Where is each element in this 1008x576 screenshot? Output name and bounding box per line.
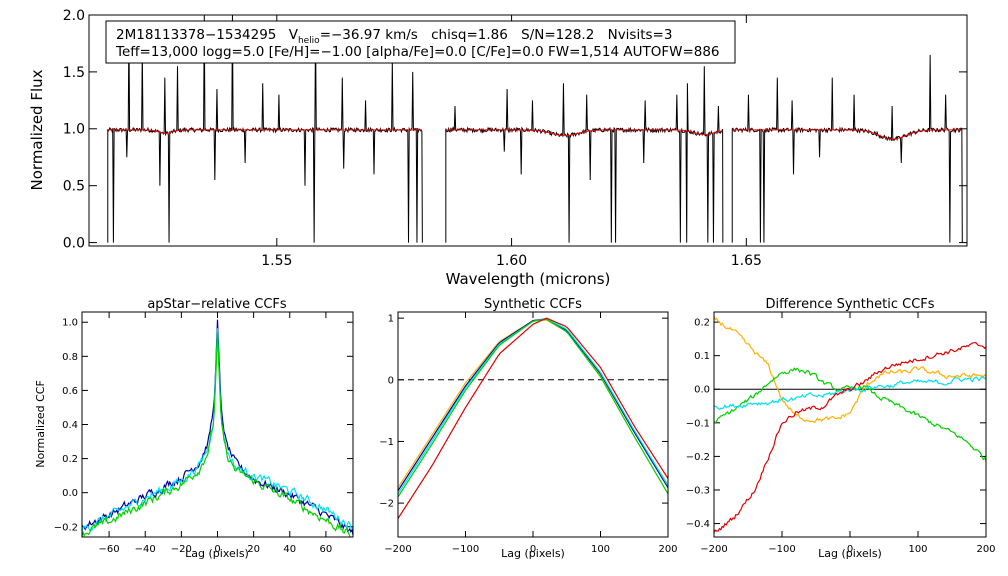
info-sn: S/N=128.2 [521, 27, 594, 43]
apstar-data [82, 319, 353, 537]
synthetic-series-synthetic-2 [398, 318, 668, 492]
synthetic-xtick-label: 100 [591, 544, 610, 555]
apstar-series-visit-2 [82, 328, 353, 532]
difference-series-diff-cyan [714, 376, 986, 411]
spectrum-ytick-label: 1.5 [63, 65, 85, 81]
difference-ytick-label: −0.3 [686, 485, 710, 496]
apstar-xlabel: Lag (pixels) [185, 547, 249, 560]
spectrum-ytick-label: 2.0 [63, 8, 85, 24]
spectrum-xtick-label: 1.60 [496, 253, 527, 269]
difference-xtick-label: −100 [768, 544, 795, 555]
apstar-xtick-label: 40 [283, 544, 296, 555]
difference-ytick-label: −0.4 [686, 519, 710, 530]
synthetic-ytick-label: −1 [379, 437, 394, 448]
spectrum-ytick-label: 0.0 [63, 235, 85, 251]
info-box: 2M18113378−1534295 Vhelio=−36.97 km/s ch… [105, 20, 736, 64]
apstar-frame [81, 311, 354, 538]
apstar-ylabel: Normalized CCF [34, 380, 47, 468]
difference-series-diff-orange [714, 316, 986, 424]
spectrum-observed-segment [107, 15, 423, 243]
spectrum-xtick-label: 1.65 [731, 253, 762, 269]
info-box-frame [105, 20, 736, 64]
difference-data [714, 316, 986, 533]
difference-title: Difference Synthetic CCFs [765, 297, 934, 312]
spectrum-data [107, 15, 963, 243]
spectrum-frame [88, 14, 968, 247]
apstar-ytick-label: 0.6 [62, 386, 78, 397]
spectrum-observed-segment [731, 54, 963, 243]
info-line-1: 2M18113378−1534295 Vhelio=−36.97 km/s ch… [116, 27, 672, 46]
apstar-ccf-panel: apStar−relative CCFs −60 −40 −20 0 20 40 60 −0.… [34, 297, 354, 560]
spectrum-model-segment [107, 129, 422, 134]
spectrum-xtick-label: 1.55 [261, 253, 292, 269]
apstar-ytick-label: 0.4 [62, 420, 78, 431]
difference-xtick-label: 200 [976, 544, 995, 555]
apstar-ticks: −60 −40 −20 0 20 40 60 −0.2 0.0 0.2 0.4 0.6 0.8 1.0 [54, 312, 353, 555]
synthetic-series-synthetic-5 [398, 317, 668, 519]
difference-ytick-label: 0.2 [694, 318, 710, 329]
spectrum-ytick-label: 0.5 [63, 179, 85, 195]
info-vhelio-sub: helio [298, 36, 320, 46]
synthetic-series-synthetic-1 [398, 319, 668, 489]
apstar-ytick-label: −0.2 [54, 522, 78, 533]
difference-ytick-label: 0.1 [694, 351, 710, 362]
synthetic-xtick-label: 200 [658, 544, 677, 555]
synthetic-series-synthetic-3 [398, 318, 668, 495]
synthetic-xtick-label: −100 [452, 544, 479, 555]
difference-ytick-label: −0.1 [686, 418, 710, 429]
info-nvisits: Nvisits=3 [608, 27, 673, 43]
spectrum-ylabel: Normalized Flux [28, 69, 46, 190]
apstar-title: apStar−relative CCFs [147, 297, 287, 312]
apstar-xtick-label: 20 [247, 544, 260, 555]
synthetic-ytick-label: −2 [379, 499, 394, 510]
synthetic-xtick-label: −200 [384, 544, 411, 555]
spectrum-panel: 1.55 1.60 1.65 0.0 0.5 1.0 1.5 2.0 Normalized F… [28, 8, 968, 288]
info-vhelio-value: =−36.97 km/s [320, 27, 418, 43]
info-star: 2M18113378−1534295 [116, 27, 276, 43]
apstar-xtick-label: 0 [214, 544, 220, 555]
difference-xtick-label: 100 [908, 544, 927, 555]
synthetic-data [398, 317, 668, 519]
spectrum-ytick-label: 1.0 [63, 122, 85, 138]
apstar-ytick-label: 1.0 [62, 318, 78, 329]
apstar-ytick-label: 0.0 [62, 488, 78, 499]
apstar-xtick-label: 60 [320, 544, 333, 555]
info-line-2: Teff=13,000 logg=5.0 [Fe/H]=−1.00 [alpha… [115, 44, 720, 60]
apstar-xtick-label: −40 [135, 544, 156, 555]
spectrum-model-segment [445, 129, 723, 137]
spectrum-ticks: 1.55 1.60 1.65 0.0 0.5 1.0 1.5 2.0 [63, 8, 967, 269]
synthetic-xtick-label: 0 [530, 544, 536, 555]
apstar-ytick-label: 0.2 [62, 454, 78, 465]
synthetic-frame [397, 311, 669, 538]
difference-xtick-label: 0 [847, 544, 853, 555]
apstar-series-visit-3 [82, 332, 351, 537]
difference-xtick-label: −200 [700, 544, 727, 555]
spectrum-model-segment [732, 129, 962, 140]
apstar-ytick-label: 0.8 [62, 352, 78, 363]
info-vhelio-label: V [289, 27, 299, 43]
spectrum-xlabel: Wavelength (microns) [446, 270, 611, 288]
apstar-series-visit-1 [82, 319, 353, 536]
spectrum-observed-segment [445, 66, 724, 243]
difference-xlabel: Lag (pixels) [818, 547, 882, 560]
difference-series-diff-green [714, 367, 986, 462]
difference-series-diff-red [714, 341, 986, 533]
synthetic-title: Synthetic CCFs [484, 297, 582, 312]
apstar-xtick-label: −60 [99, 544, 120, 555]
difference-ytick-label: 0.0 [694, 385, 710, 396]
difference-frame [713, 311, 987, 538]
apstar-xtick-label: −20 [171, 544, 192, 555]
difference-ccf-panel: Difference Synthetic CCFs −200 −100 0 100 20… [686, 297, 996, 560]
synthetic-ccf-panel: Synthetic CCFs −200 −100 0 100 200 −2 −1 0 1 Lag… [379, 297, 677, 560]
synthetic-ytick-label: 0 [388, 375, 394, 386]
synthetic-series-synthetic-4 [398, 318, 668, 498]
synthetic-xlabel: Lag (pixels) [501, 547, 565, 560]
synthetic-ytick-label: 1 [388, 314, 394, 325]
difference-ytick-label: −0.2 [686, 452, 710, 463]
info-chisq: chisq=1.86 [431, 27, 508, 43]
